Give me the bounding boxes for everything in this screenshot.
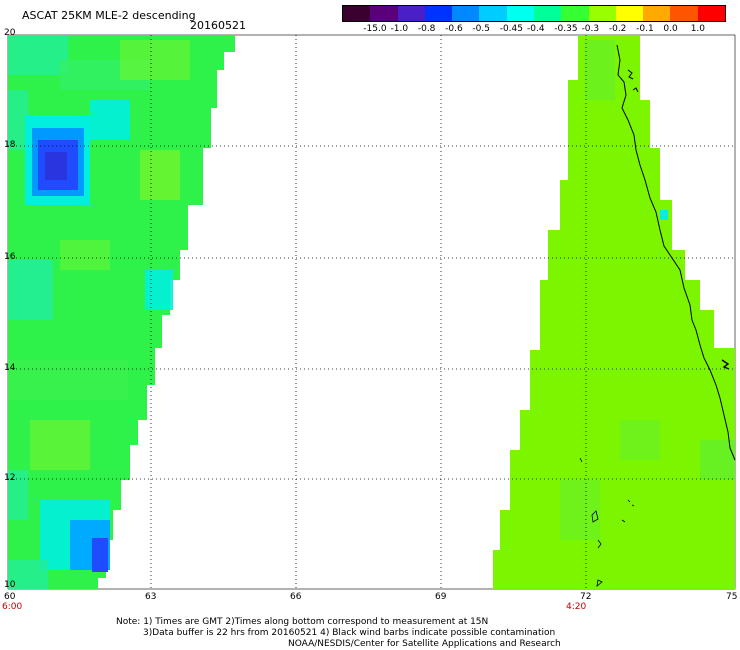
footer-note-line-1: Note: 1) Times are GMT 2)Times along bot… — [116, 617, 489, 627]
colorbar-label: -0.3 — [581, 24, 600, 34]
colorbar-swatch — [670, 6, 698, 21]
lat-lon-grid — [8, 35, 735, 589]
lat-label-18: 18 — [4, 140, 16, 150]
island-3 — [596, 579, 603, 587]
lat-label-20: 20 — [4, 28, 16, 38]
colorbar-label: 0.0 — [663, 24, 678, 34]
colorbar-label: 1.0 — [690, 24, 706, 34]
time-label-west: 6:00 — [2, 602, 23, 612]
lon-label-69: 69 — [435, 592, 447, 602]
colorbar-label: -0.35 — [554, 24, 578, 34]
east-swath — [493, 35, 736, 589]
product-title: ASCAT 25KM MLE-2 descending — [22, 9, 196, 22]
colorbar-label: -1.0 — [390, 24, 409, 34]
east-swath-fill — [493, 35, 735, 589]
lat-label-14: 14 — [4, 363, 16, 373]
colorbar-label: -0.4 — [527, 24, 545, 34]
time-label-east: 4:20 — [566, 602, 587, 612]
colorbar-swatch — [588, 6, 616, 21]
very-high-mle-core-south — [92, 538, 108, 572]
lon-label-66: 66 — [290, 592, 302, 602]
lat-label-12: 12 — [4, 473, 16, 483]
product-date: 20160521 — [190, 19, 246, 32]
lon-label-60: 60 — [4, 592, 16, 602]
colorbar-label: -15.0 — [363, 24, 387, 34]
west-swath — [8, 35, 235, 589]
colorbar-swatch — [397, 6, 425, 21]
colorbar — [342, 5, 726, 22]
colorbar-label: -0.6 — [445, 24, 463, 34]
colorbar-swatch — [424, 6, 453, 21]
colorbar-swatch — [697, 6, 725, 21]
colorbar-swatch — [533, 6, 562, 21]
island-5 — [621, 499, 635, 523]
colorbar-label: -0.1 — [636, 24, 654, 34]
colorbar-swatch — [643, 6, 671, 21]
colorbar-label: -0.5 — [472, 24, 490, 34]
colorbar-label: -0.8 — [417, 24, 436, 34]
colorbar-label: -0.2 — [608, 24, 627, 34]
lon-label-72: 72 — [580, 592, 592, 602]
colorbar-label: -0.45 — [499, 24, 523, 34]
colorbar-swatch — [343, 6, 371, 21]
colorbar-labels: -15.0 -1.0 -0.8 -0.6 -0.5 -0.45 -0.4 -0.35 -0.3-… — [334, 24, 734, 36]
island-2 — [597, 539, 602, 549]
colorbar-swatch — [370, 6, 398, 21]
colorbar-swatch — [615, 6, 644, 21]
lat-label-10: 10 — [4, 580, 16, 590]
lat-label-16: 16 — [4, 252, 16, 262]
footer-credit: NOAA/NESDIS/Center for Satellite Applica… — [288, 639, 561, 649]
island-4 — [579, 457, 583, 463]
lon-label-63: 63 — [145, 592, 157, 602]
colorbar-swatch — [452, 6, 480, 21]
colorbar-swatch — [479, 6, 507, 21]
footer-note-line-2: 3)Data buffer is 22 hrs from 20160521 4)… — [143, 628, 556, 638]
colorbar-swatch — [506, 6, 534, 21]
colorbar-swatch — [561, 6, 589, 21]
island-1 — [591, 510, 599, 523]
coastline — [616, 44, 736, 461]
lon-label-75: 75 — [726, 592, 738, 602]
